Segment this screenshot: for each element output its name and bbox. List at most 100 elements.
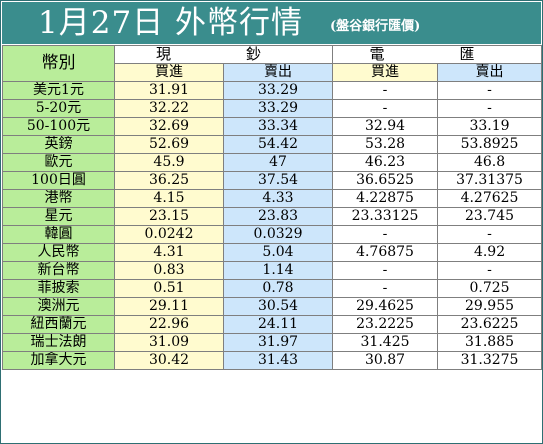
cash-buy-value: 31.09 <box>114 333 224 352</box>
rates-table: 幣別 現 鈔 電 匯 買進 賣出 買進 賣出 美元1元 31.91 33.29- -5… <box>2 45 543 370</box>
currency-name: 100日圓 <box>2 171 115 190</box>
table-row: 港幣 4.15 4.33 4.22875 4.27625 <box>2 189 543 208</box>
currency-name: 菲披索 <box>2 279 115 298</box>
cash-buy-value: 29.11 <box>114 297 224 316</box>
table-row: 新台幣 0.83 1.14- - <box>2 261 543 280</box>
cash-buy-value: 32.69 <box>114 117 224 136</box>
table-row: 瑞士法朗 31.09 31.97 31.425 31.885 <box>2 333 543 352</box>
cash-buy-value: 0.83 <box>114 261 224 280</box>
transfer-buy-value: 29.4625 <box>332 297 439 316</box>
transfer-sell-value: 23.6225 <box>437 315 543 334</box>
transfer-buy-header: 買進 <box>332 63 439 82</box>
cash-sell-value: 31.43 <box>222 351 334 370</box>
transfer-group-header: 電 匯 <box>332 45 543 64</box>
transfer-sell-value: 31.3275 <box>437 351 543 370</box>
transfer-sell-value: 31.885 <box>437 333 543 352</box>
currency-name: 英鎊 <box>2 135 115 154</box>
cash-buy-value: 32.22 <box>114 99 224 118</box>
table-row: 英鎊 52.69 54.42 53.28 53.8925 <box>2 135 543 154</box>
transfer-buy-value: - <box>332 225 439 244</box>
cash-group-header: 現 鈔 <box>113 45 334 64</box>
transfer-buy-value: 46.23 <box>332 153 439 172</box>
cash-buy-value: 30.42 <box>114 351 224 370</box>
header-row-sub: 買進 賣出 買進 賣出 <box>3 63 543 82</box>
table-row: 美元1元 31.91 33.29- - <box>2 81 543 100</box>
currency-name: 瑞士法朗 <box>2 333 115 352</box>
cash-sell-value: 30.54 <box>222 297 334 316</box>
transfer-buy-value: 23.33125 <box>332 207 439 226</box>
transfer-sell-value: - <box>437 261 543 280</box>
cash-sell-value: 31.97 <box>222 333 334 352</box>
cash-sell-value: 0.78 <box>222 279 334 298</box>
transfer-sell-value: 4.92 <box>437 243 543 262</box>
transfer-buy-value: - <box>332 261 439 280</box>
currency-name: 加拿大元 <box>2 351 115 370</box>
cash-buy-value: 22.96 <box>114 315 224 334</box>
currency-column-header: 幣別 <box>2 45 115 82</box>
transfer-buy-value: - <box>332 99 439 118</box>
transfer-sell-value: 46.8 <box>437 153 543 172</box>
transfer-buy-value: 4.22875 <box>332 189 439 208</box>
cash-buy-value: 4.15 <box>114 189 224 208</box>
table-row: 澳洲元 29.11 30.54 29.4625 29.955 <box>2 297 543 316</box>
transfer-buy-value: 30.87 <box>332 351 439 370</box>
cash-buy-value: 36.25 <box>114 171 224 190</box>
bank-source-label: (盤谷銀行匯價) <box>330 19 421 34</box>
table-row: 韓圓 0.0242 0.0329- - <box>2 225 543 244</box>
transfer-sell-value: 37.31375 <box>437 171 543 190</box>
cash-sell-value: 33.29 <box>222 81 334 100</box>
transfer-buy-value: 32.94 <box>332 117 439 136</box>
transfer-sell-value: - <box>437 81 543 100</box>
transfer-sell-value: 29.955 <box>437 297 543 316</box>
currency-name: 澳洲元 <box>2 297 115 316</box>
currency-name: 美元1元 <box>2 81 115 100</box>
transfer-sell-value: - <box>437 225 543 244</box>
transfer-sell-value: 0.725 <box>437 279 543 298</box>
transfer-sell-value: 53.8925 <box>437 135 543 154</box>
header-row-groups: 幣別 現 鈔 電 匯 <box>2 45 543 82</box>
cash-sell-value: 37.54 <box>222 171 334 190</box>
title-bar: 1月27日 外幣行情 (盤谷銀行匯價) <box>2 2 541 44</box>
transfer-sell-header: 賣出 <box>437 63 543 82</box>
cash-buy-value: 0.0242 <box>114 225 224 244</box>
transfer-buy-value: 31.425 <box>332 333 439 352</box>
cash-sell-value: 33.29 <box>222 99 334 118</box>
page-title: 1月27日 外幣行情 <box>38 5 304 41</box>
cash-buy-value: 4.31 <box>114 243 224 262</box>
transfer-buy-value: - <box>332 279 439 298</box>
cash-buy-value: 23.15 <box>114 207 224 226</box>
table-row: 100日圓 36.25 37.54 36.6525 37.31375 <box>2 171 543 190</box>
cash-sell-value: 4.33 <box>222 189 334 208</box>
cash-sell-value: 5.04 <box>222 243 334 262</box>
cash-sell-value: 47 <box>222 153 334 172</box>
table-row: 人民幣 4.31 5.04 4.76875 4.92 <box>2 243 543 262</box>
rates-table-body: 幣別 現 鈔 電 匯 買進 賣出 買進 賣出 美元1元 31.91 33.29- -5… <box>2 45 543 370</box>
cash-sell-value: 24.11 <box>222 315 334 334</box>
table-row: 50-100元 32.69 33.34 32.94 33.19 <box>2 117 543 136</box>
transfer-sell-value: 4.27625 <box>437 189 543 208</box>
table-row: 菲披索 0.51 0.78-0.725 <box>2 279 543 298</box>
cash-sell-value: 1.14 <box>222 261 334 280</box>
transfer-buy-value: - <box>332 81 439 100</box>
cash-sell-value: 0.0329 <box>222 225 334 244</box>
transfer-buy-value: 53.28 <box>332 135 439 154</box>
transfer-sell-value: 23.745 <box>437 207 543 226</box>
currency-name: 5-20元 <box>2 99 115 118</box>
currency-name: 港幣 <box>2 189 115 208</box>
table-row: 5-20元 32.22 33.29- - <box>2 99 543 118</box>
cash-sell-value: 23.83 <box>222 207 334 226</box>
table-row: 加拿大元 30.42 31.43 30.87 31.3275 <box>2 351 543 370</box>
currency-name: 新台幣 <box>2 261 115 280</box>
currency-name: 韓圓 <box>2 225 115 244</box>
table-row: 歐元 45.9 47 46.23 46.8 <box>2 153 543 172</box>
currency-name: 歐元 <box>2 153 115 172</box>
transfer-buy-value: 4.76875 <box>332 243 439 262</box>
table-row: 紐西蘭元 22.96 24.11 23.2225 23.6225 <box>2 315 543 334</box>
cash-buy-value: 52.69 <box>114 135 224 154</box>
cash-sell-header: 賣出 <box>222 63 334 82</box>
currency-name: 人民幣 <box>2 243 115 262</box>
currency-name: 星元 <box>2 207 115 226</box>
currency-name: 紐西蘭元 <box>2 315 115 334</box>
transfer-sell-value: 33.19 <box>437 117 543 136</box>
